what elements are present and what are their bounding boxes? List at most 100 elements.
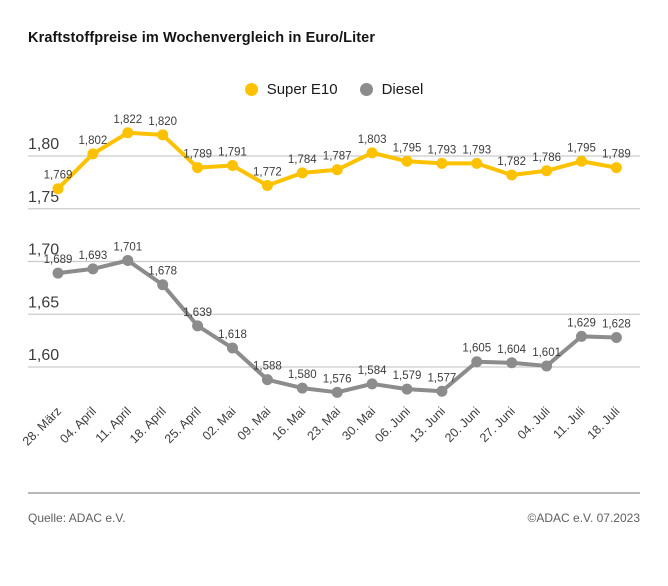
data-point-label: 1,689	[44, 254, 73, 266]
data-point-super-e10	[366, 147, 378, 159]
data-point-label: 1,618	[218, 329, 247, 341]
data-point-diesel	[331, 386, 343, 398]
x-tick-label: 20. Juni	[442, 404, 483, 445]
data-point-label: 1,772	[253, 167, 282, 179]
data-point-diesel	[296, 382, 308, 394]
x-tick-label: 18. April	[127, 404, 169, 446]
data-point-label: 1,629	[567, 317, 596, 329]
data-point-diesel	[122, 254, 134, 266]
data-point-label: 1,576	[323, 373, 352, 385]
data-point-diesel	[436, 385, 448, 397]
x-tick-label: 27. Juni	[477, 404, 518, 445]
y-tick-label: 1,70	[28, 242, 59, 259]
x-tick-label: 04. April	[57, 404, 99, 446]
copyright-label: ©ADAC e.V. 07.2023	[527, 511, 640, 525]
x-tick-label: 11. Juli	[550, 404, 587, 441]
x-tick-label: 28. März	[20, 404, 64, 448]
data-point-super-e10	[227, 159, 238, 171]
data-point-label: 1,628	[602, 318, 631, 330]
data-point-label: 1,588	[253, 361, 282, 373]
x-tick-label: 16. Mai	[270, 404, 309, 443]
data-point-super-e10	[506, 169, 518, 181]
data-point-super-e10	[331, 164, 343, 176]
data-point-label: 1,579	[393, 370, 422, 382]
data-point-diesel	[366, 378, 378, 390]
data-point-super-e10	[87, 148, 99, 160]
data-point-super-e10	[192, 162, 204, 174]
data-point-label: 1,693	[79, 250, 108, 262]
data-point-label: 1,580	[288, 369, 317, 381]
data-point-label: 1,604	[497, 344, 526, 356]
data-point-diesel	[261, 374, 273, 386]
legend-label: Super E10	[266, 81, 338, 98]
data-point-super-e10	[610, 162, 622, 174]
data-point-super-e10	[541, 165, 553, 177]
x-tick-label: 09. Mai	[235, 404, 274, 443]
data-point-diesel	[541, 360, 553, 372]
chart-legend: Super E10 Diesel	[0, 81, 668, 98]
y-tick-label: 1,75	[28, 189, 59, 206]
data-point-diesel	[610, 331, 622, 343]
data-point-diesel	[471, 356, 483, 368]
data-point-label: 1,793	[428, 144, 457, 156]
legend-item-super-e10: Super E10	[244, 81, 338, 98]
x-tick-label: 23. Mai	[304, 404, 343, 443]
legend-dot-icon	[244, 83, 258, 96]
data-point-diesel	[157, 279, 169, 291]
y-tick-label: 1,60	[28, 347, 59, 364]
data-point-label: 1,795	[567, 142, 596, 154]
data-point-label: 1,605	[462, 343, 491, 355]
x-tick-label: 02. Mai	[200, 404, 239, 443]
data-point-super-e10	[436, 157, 448, 169]
data-point-super-e10	[296, 167, 308, 179]
legend-label: Diesel	[381, 81, 424, 98]
data-point-super-e10	[576, 155, 587, 167]
x-tick-label: 11. April	[93, 404, 134, 445]
x-tick-label: 13. Juni	[407, 404, 448, 445]
data-point-super-e10	[52, 183, 64, 195]
data-point-super-e10	[261, 180, 273, 192]
data-point-diesel	[576, 330, 587, 342]
source-label: Quelle: ADAC e.V.	[28, 511, 126, 525]
data-point-diesel	[401, 383, 413, 395]
y-tick-label: 1,65	[28, 294, 59, 311]
x-tick-label: 25. April	[162, 404, 204, 446]
data-point-diesel	[192, 320, 204, 332]
legend-dot-icon	[359, 83, 373, 96]
data-point-label: 1,769	[44, 170, 73, 182]
data-point-label: 1,584	[358, 365, 387, 377]
data-point-label: 1,786	[532, 152, 561, 164]
data-point-super-e10	[401, 155, 413, 167]
data-point-label: 1,784	[288, 154, 317, 166]
data-point-label: 1,822	[113, 114, 142, 126]
data-point-super-e10	[122, 127, 134, 139]
x-tick-label: 30. Mai	[339, 404, 378, 443]
data-point-label: 1,577	[428, 372, 457, 384]
data-point-super-e10	[471, 157, 483, 169]
legend-item-diesel: Diesel	[359, 81, 424, 98]
data-point-label: 1,803	[358, 134, 387, 146]
data-point-diesel	[506, 357, 518, 369]
data-point-label: 1,820	[148, 116, 177, 128]
x-tick-label: 18. Juli	[585, 404, 623, 442]
data-point-label: 1,789	[602, 149, 631, 161]
data-point-label: 1,791	[218, 146, 247, 158]
data-point-label: 1,678	[148, 266, 177, 278]
data-point-label: 1,601	[532, 347, 561, 359]
data-point-label: 1,787	[323, 151, 352, 163]
x-tick-label: 06. Juni	[372, 404, 413, 445]
data-point-label: 1,639	[183, 307, 212, 319]
data-point-diesel	[52, 267, 64, 279]
data-point-label: 1,793	[462, 144, 491, 156]
y-tick-label: 1,80	[28, 136, 59, 153]
data-point-diesel	[227, 342, 238, 354]
data-point-label: 1,701	[113, 241, 142, 253]
data-point-label: 1,795	[393, 142, 422, 154]
data-point-label: 1,789	[183, 149, 212, 161]
footer: Quelle: ADAC e.V. ©ADAC e.V. 07.2023	[28, 492, 640, 525]
data-point-label: 1,802	[79, 135, 108, 147]
data-point-super-e10	[157, 129, 169, 141]
data-point-diesel	[87, 263, 99, 275]
